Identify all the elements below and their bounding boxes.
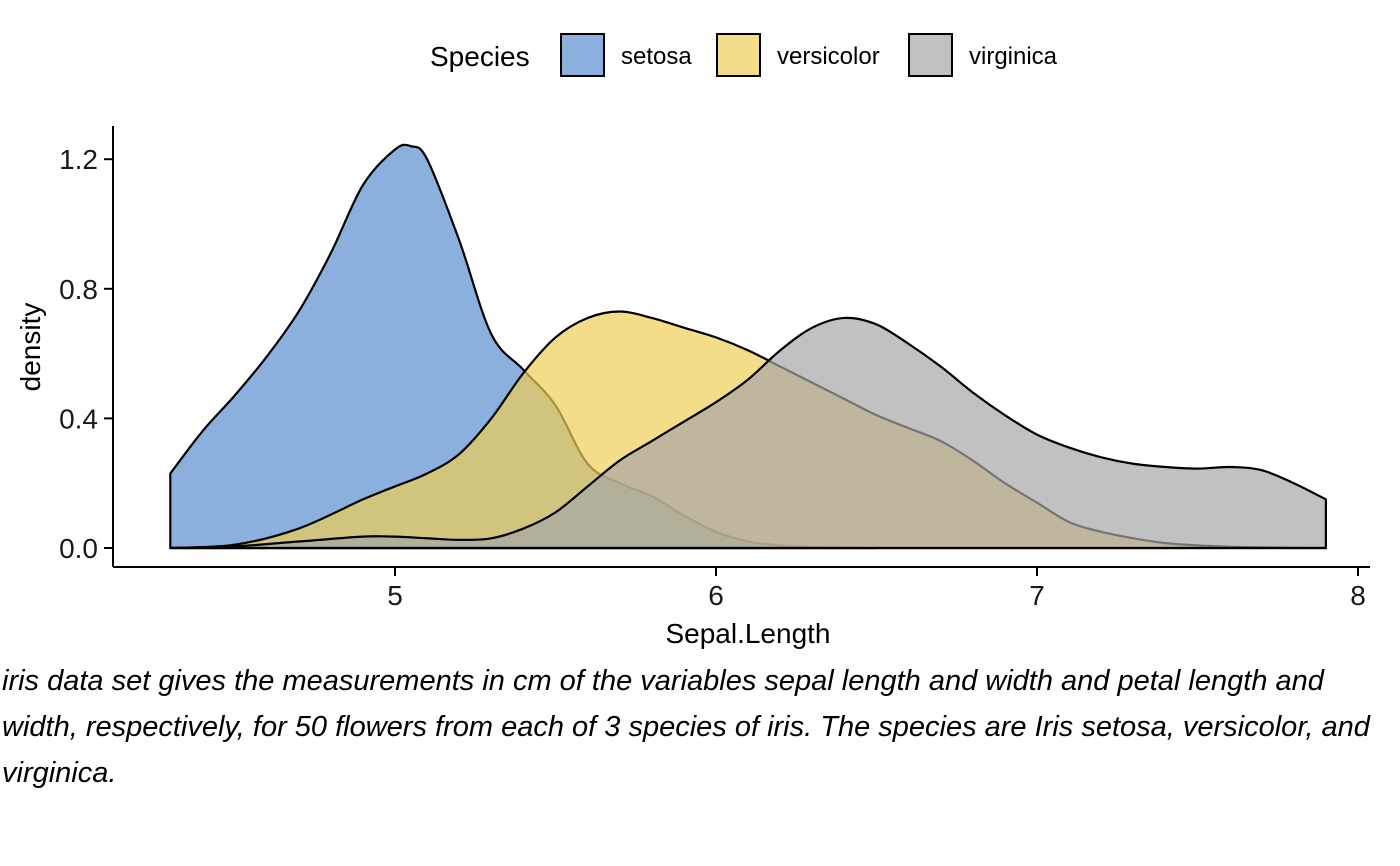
x-tick-label: 8 [1350,580,1366,611]
legend: Species setosa versicolor virginica [430,33,1058,77]
series-layer [169,143,1327,550]
y-tick-label: 0.4 [59,403,98,434]
y-axis-ticks: 0.0 0.4 0.8 1.2 [59,144,113,564]
x-axis-title: Sepal.Length [665,618,830,649]
legend-key-setosa [560,33,605,77]
legend-label-virginica: virginica [969,43,1058,70]
legend-key-versicolor [716,33,761,77]
x-tick-label: 7 [1029,580,1045,611]
legend-key-virginica [908,33,953,77]
x-tick-label: 6 [708,580,724,611]
x-axis-ticks: 5 6 7 8 [387,567,1366,611]
x-tick-label: 5 [387,580,403,611]
y-tick-label: 0.0 [59,533,98,564]
legend-label-setosa: setosa [621,43,692,70]
density-chart: Species setosa versicolor virginica 5 6 7 8 0… [15,33,1370,649]
density-area-virginica [169,316,1327,550]
y-axis-title: density [15,303,46,392]
figure-caption: iris data set gives the measurements in … [2,665,1370,789]
legend-title: Species [430,41,530,72]
y-tick-label: 1.2 [59,144,98,175]
legend-label-versicolor: versicolor [777,43,880,70]
y-tick-label: 0.8 [59,274,98,305]
